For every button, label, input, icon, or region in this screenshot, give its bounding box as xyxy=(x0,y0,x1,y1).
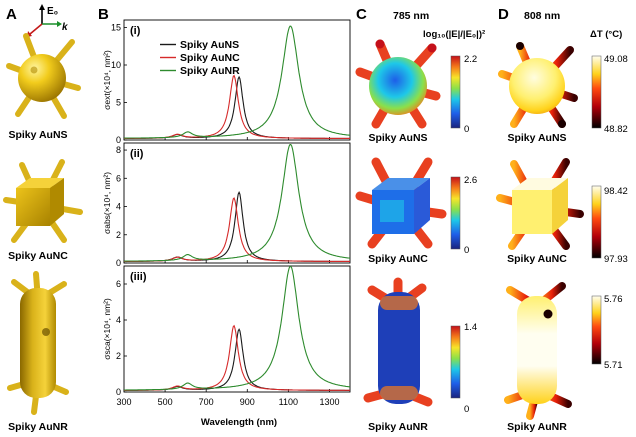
spiky-aunc-model xyxy=(3,159,83,243)
colorbar-c2-min: 0 xyxy=(464,245,469,256)
y-tick-label: 10 xyxy=(111,60,121,70)
y-tick-label: 0 xyxy=(116,135,121,145)
field-caption-nc: Spiky AuNC xyxy=(368,253,428,265)
y-tick-label: 6 xyxy=(116,279,121,289)
x-tick-label: 1300 xyxy=(319,397,339,407)
x-tick-label: 700 xyxy=(199,397,214,407)
temp-map-nc xyxy=(496,158,584,250)
y-tick-label: 6 xyxy=(116,173,121,183)
colorbar-d3-min: 5.71 xyxy=(604,360,623,371)
y-tick-label: 15 xyxy=(111,23,121,33)
colorbar-d2 xyxy=(591,185,602,259)
colorbar-d1-max: 49.08 xyxy=(604,54,628,65)
colorbar-d3 xyxy=(591,295,602,365)
y-tick-label: 4 xyxy=(116,315,121,325)
panel-a-letter: A xyxy=(6,6,17,23)
colorbar-d2-min: 97.93 xyxy=(604,254,628,265)
temp-caption-ns: Spiky AuNS xyxy=(507,132,566,144)
particle-name-ns: Spiky AuNS xyxy=(8,129,67,141)
panel-d-colorbar-title: ΔT (°C) xyxy=(590,29,622,40)
field-map-ns xyxy=(355,39,441,129)
y-tick-label: 0 xyxy=(116,387,121,397)
y-tick-label: 2 xyxy=(116,351,121,361)
spiky-ausn-model xyxy=(6,33,81,119)
series-line-spiky-aunr xyxy=(124,265,351,391)
panel-b-letter: B xyxy=(98,6,109,23)
panel-c-letter: C xyxy=(356,6,367,23)
panel-c-colorbar-title: log₁₀(|E|/|E₀|)² xyxy=(423,29,485,40)
legend-entry: Spiky AuNC xyxy=(180,52,240,64)
temp-caption-nr: Spiky AuNR xyxy=(507,421,567,433)
colorbar-c3-min: 0 xyxy=(464,404,469,415)
panel-d-letter: D xyxy=(498,6,509,23)
y-axis-label: σsca(×10⁴, nm²) xyxy=(102,298,112,360)
colorbar-c3-max: 1.4 xyxy=(464,322,477,333)
y-tick-label: 2 xyxy=(116,230,121,240)
y-axis-label: σabs(×10⁴, nm²) xyxy=(102,172,112,234)
colorbar-c3 xyxy=(450,325,461,399)
plot-frame-0 xyxy=(123,19,351,141)
colorbar-c2 xyxy=(450,176,461,250)
field-caption-nr: Spiky AuNR xyxy=(368,421,428,433)
y-tick-label: 4 xyxy=(116,202,121,212)
colorbar-c2-max: 2.6 xyxy=(464,175,477,186)
k-label: k xyxy=(62,22,68,33)
temp-map-ns xyxy=(498,42,578,128)
colorbar-d1-min: 48.82 xyxy=(604,124,628,135)
x-tick-label: 1100 xyxy=(279,397,298,407)
colorbar-d2-max: 98.42 xyxy=(604,186,628,197)
field-map-nr xyxy=(363,277,433,407)
panel-c-wavelength: 785 nm xyxy=(393,10,429,22)
chart-xlabel: Wavelength (nm) xyxy=(201,417,277,428)
subplot-label: (ii) xyxy=(130,148,144,160)
y-tick-label: 8 xyxy=(116,145,121,155)
particle-name-nr: Spiky AuNR xyxy=(8,421,68,433)
temp-map-nr xyxy=(504,282,572,420)
series-line-spiky-auns xyxy=(124,75,350,139)
spiky-aunr-model xyxy=(7,271,69,415)
spectra-chart: 0 5 10 15 σext(×10⁴, nm²) (i) 0 2 4 6 8 σabs(×10⁴, … xyxy=(102,19,351,407)
plot-frame-1 xyxy=(123,142,351,264)
y-tick-label: 5 xyxy=(116,98,121,108)
x-tick-label: 300 xyxy=(116,397,131,407)
plot-frame-2 xyxy=(123,265,351,393)
field-map-nc xyxy=(355,157,447,249)
series-line-spiky-aunr xyxy=(124,25,351,139)
legend-entry: Spiky AuNS xyxy=(180,39,239,51)
colorbar-c1 xyxy=(450,55,461,129)
subplot-label: (i) xyxy=(130,25,141,37)
temp-caption-nc: Spiky AuNC xyxy=(507,253,567,265)
x-tick-label: 900 xyxy=(240,397,255,407)
colorbar-c1-max: 2.2 xyxy=(464,54,477,65)
colorbar-d3-max: 5.76 xyxy=(604,294,623,305)
legend-entry: Spiky AuNR xyxy=(180,65,240,77)
field-axes-icon: E₀ k xyxy=(27,4,68,37)
colorbar-d1 xyxy=(591,55,602,129)
field-caption-ns: Spiky AuNS xyxy=(368,132,427,144)
y-tick-label: 0 xyxy=(116,258,121,268)
subplot-label: (iii) xyxy=(130,271,147,283)
series-line-spiky-auns xyxy=(124,190,350,262)
y-axis-label: σext(×10⁴, nm²) xyxy=(102,50,112,110)
particle-name-nc: Spiky AuNC xyxy=(8,250,68,262)
series-line-spiky-aunr xyxy=(124,144,351,262)
e0-label: E₀ xyxy=(47,6,58,17)
x-tick-label: 500 xyxy=(158,397,173,407)
colorbar-c1-min: 0 xyxy=(464,124,469,135)
panel-d-wavelength: 808 nm xyxy=(524,10,560,22)
